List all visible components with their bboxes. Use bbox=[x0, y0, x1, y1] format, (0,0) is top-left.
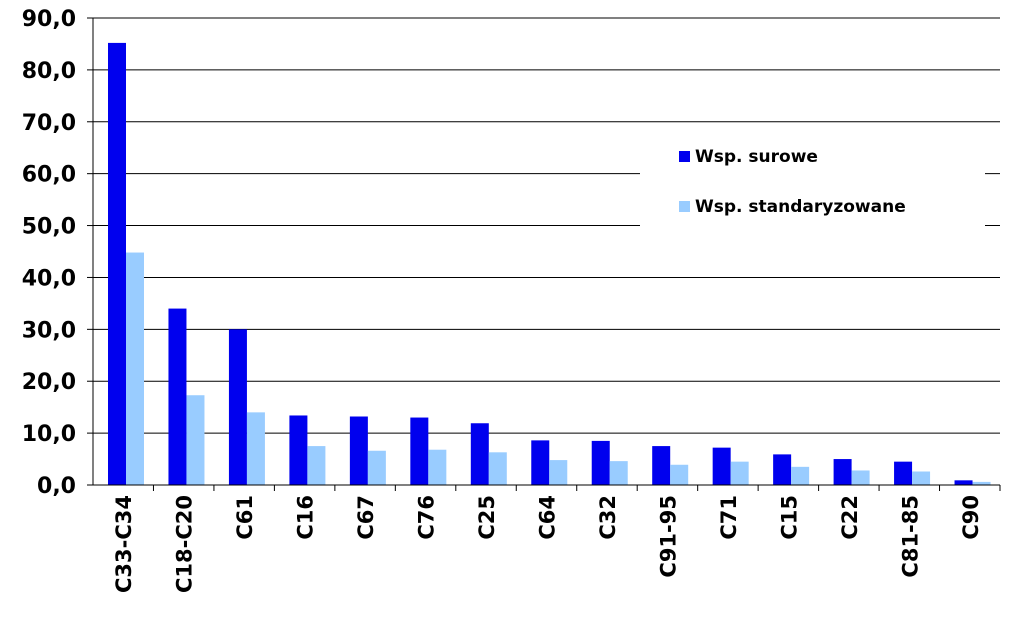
y-tick-label: 80,0 bbox=[22, 59, 76, 84]
bar-standardized-c15 bbox=[791, 466, 810, 485]
legend-swatch-standardized bbox=[679, 201, 690, 212]
bar-standardized-c33-c34 bbox=[126, 252, 144, 485]
x-tick-label: C71 bbox=[717, 495, 741, 540]
y-tick-labels: 0,0 10,0 20,0 30,0 40,0 50,0 60,0 70,0 80,0 90,0 bbox=[22, 7, 76, 499]
bar-standardized-c25 bbox=[488, 452, 507, 485]
x-tick-label: C15 bbox=[777, 495, 801, 540]
x-tick-label: C25 bbox=[475, 495, 499, 540]
bar-raw-c76 bbox=[410, 417, 429, 485]
legend: Wsp. surowe Wsp. standaryzowane bbox=[640, 134, 985, 234]
bar-standardized-c81-85 bbox=[912, 471, 931, 485]
x-tick-label: C64 bbox=[536, 495, 560, 540]
bar-raw-c67 bbox=[349, 416, 368, 485]
x-tick-label: C61 bbox=[233, 495, 257, 540]
x-tick-label: C91-95 bbox=[656, 495, 680, 578]
bar-raw-c71 bbox=[712, 447, 731, 485]
bar-standardized-c18-c20 bbox=[186, 395, 205, 485]
y-tick-label: 60,0 bbox=[22, 163, 76, 188]
bar-standardized-c67 bbox=[367, 450, 386, 485]
bar-raw-c81-85 bbox=[894, 461, 913, 485]
x-tick-label: C18-C20 bbox=[173, 495, 197, 593]
y-tick-label: 0,0 bbox=[37, 474, 76, 499]
axes bbox=[87, 17, 1001, 491]
x-tick-label: C90 bbox=[959, 495, 983, 540]
x-tick-label: C33-C34 bbox=[112, 495, 136, 593]
bar-standardized-c76 bbox=[428, 449, 447, 485]
legend-background bbox=[640, 134, 985, 234]
bar-raw-c61 bbox=[228, 329, 247, 485]
x-tick-label: C22 bbox=[838, 495, 862, 540]
bar-standardized-c32 bbox=[609, 461, 628, 485]
bar-raw-c32 bbox=[591, 440, 610, 485]
legend-label-standardized: Wsp. standaryzowane bbox=[695, 197, 906, 217]
y-tick-label: 70,0 bbox=[22, 111, 76, 136]
x-tick-label: C81-85 bbox=[898, 495, 922, 578]
x-tick-label: C32 bbox=[596, 495, 620, 540]
bar-raw-c90 bbox=[954, 480, 973, 485]
bar-raw-c91-95 bbox=[652, 446, 671, 485]
bar-raw-c33-c34 bbox=[108, 42, 126, 485]
legend-label-raw: Wsp. surowe bbox=[695, 147, 818, 167]
bar-standardized-c61 bbox=[246, 412, 265, 485]
x-tick-labels: C33-C34 C18-C20 C61 C16 C67 C76 C25 C64 C32 C91-9… bbox=[112, 495, 983, 593]
x-tick-label: C76 bbox=[415, 495, 439, 540]
y-tick-label: 20,0 bbox=[22, 370, 76, 395]
bar-raw-c16 bbox=[289, 415, 308, 485]
bar-standardized-c16 bbox=[307, 446, 326, 485]
bar-raw-c64 bbox=[531, 440, 550, 485]
bar-raw-c15 bbox=[773, 454, 792, 485]
bar-raw-c22 bbox=[833, 459, 852, 485]
bar-standardized-c64 bbox=[549, 460, 568, 485]
bar-raw-c18-c20 bbox=[168, 308, 187, 485]
bar-raw-c25 bbox=[470, 423, 489, 485]
y-tick-label: 10,0 bbox=[22, 422, 76, 447]
y-tick-label: 40,0 bbox=[22, 266, 76, 291]
bars bbox=[108, 42, 991, 485]
y-tick-label: 50,0 bbox=[22, 215, 76, 240]
bar-standardized-c91-95 bbox=[670, 464, 689, 485]
bar-standardized-c71 bbox=[730, 461, 749, 485]
x-tick-label: C16 bbox=[294, 495, 318, 540]
y-tick-label: 90,0 bbox=[22, 7, 76, 32]
bar-standardized-c22 bbox=[851, 470, 870, 485]
bar-standardized-c90 bbox=[972, 481, 991, 485]
legend-swatch-raw bbox=[679, 151, 690, 162]
x-tick-label: C67 bbox=[354, 495, 378, 540]
y-tick-label: 30,0 bbox=[22, 318, 76, 343]
